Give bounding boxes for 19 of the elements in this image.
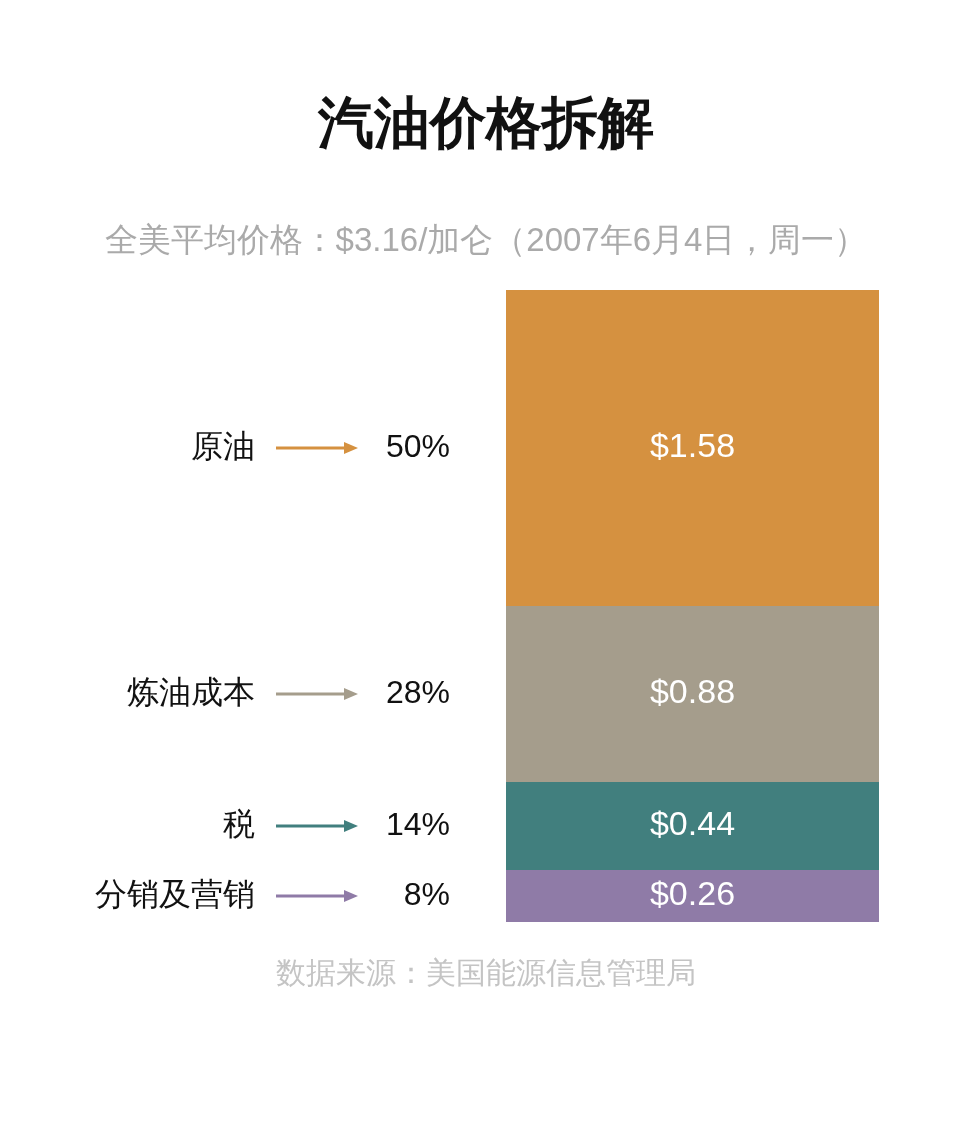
data-label: $0.44 <box>649 804 736 843</box>
legend-label: 炼油成本 <box>127 673 255 710</box>
text: 28% <box>385 673 450 710</box>
bar <box>506 782 879 870</box>
chart-subtitle: 全美平均价格：$3.16/加仑（2007年6月4日，周一） <box>103 220 869 260</box>
legend-label: 原油 <box>191 427 255 464</box>
bar <box>506 290 879 606</box>
source-note: 数据来源：美国能源信息管理局 <box>275 955 697 991</box>
bar <box>506 870 879 922</box>
data-label: $1.58 <box>649 426 736 465</box>
text: 14% <box>385 805 450 842</box>
text: 8% <box>403 875 450 912</box>
data-label: $0.26 <box>649 874 736 913</box>
legend-label: 税 <box>223 805 255 842</box>
text: 50% <box>385 427 450 464</box>
legend-label: 分销及营销 <box>95 875 255 912</box>
bar <box>506 606 879 782</box>
data-label: $0.88 <box>649 672 736 711</box>
chart-title: 汽油价格拆解 <box>317 90 655 156</box>
